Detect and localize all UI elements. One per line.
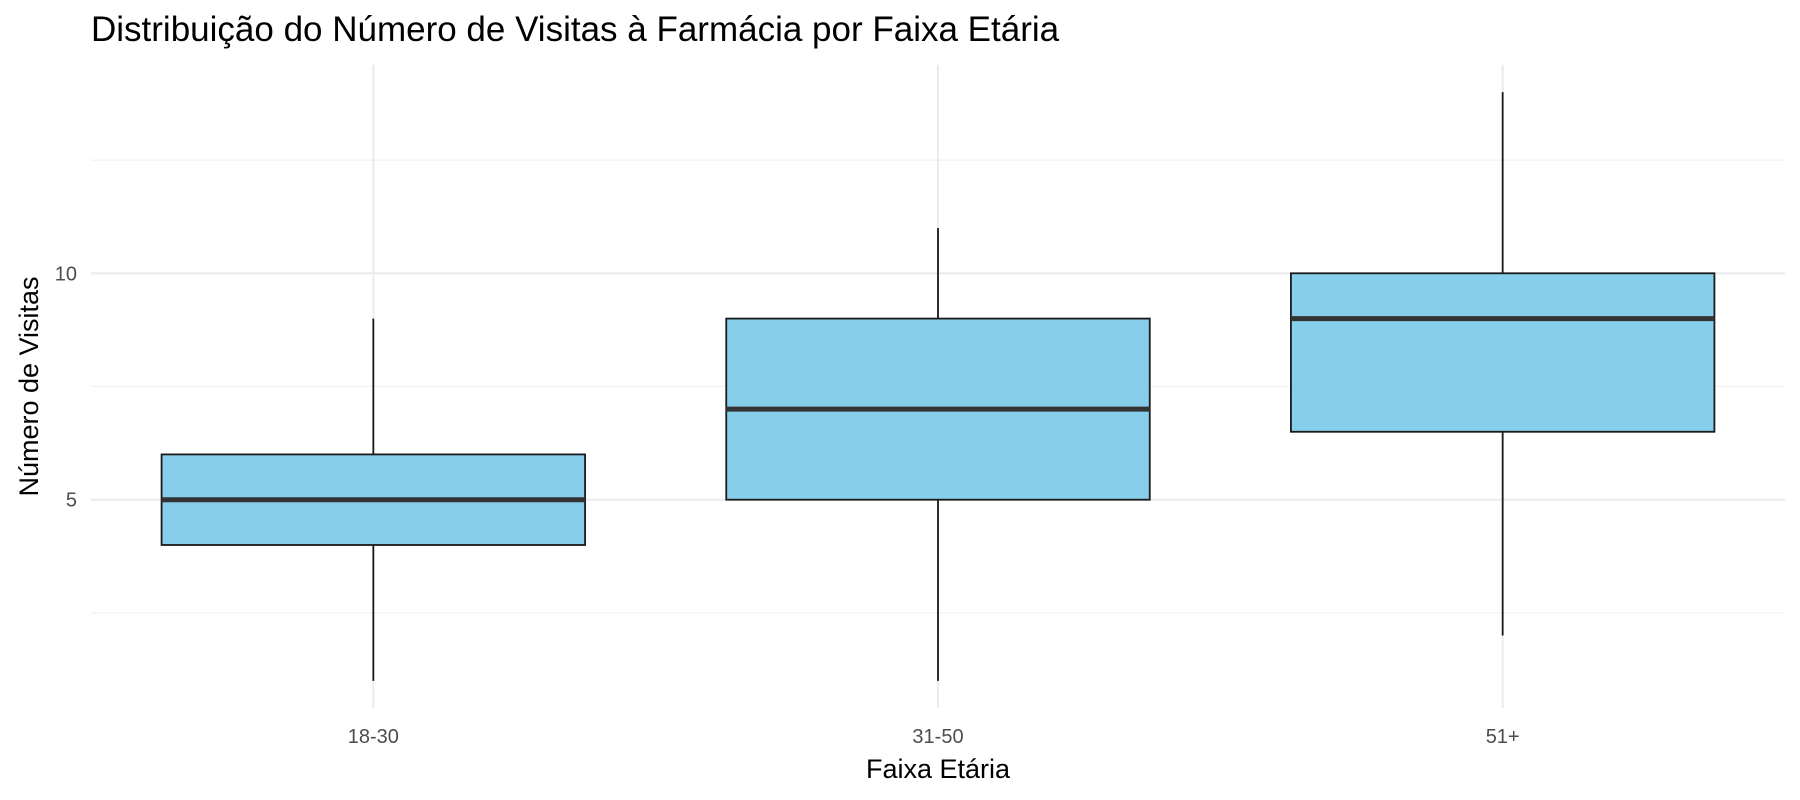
x-tick-label: 31-50 [912,726,963,748]
x-tick-label: 18-30 [348,726,399,748]
y-axis-title: Número de Visitas [14,276,44,496]
y-tick-label: 5 [66,490,77,512]
x-tick-label: 51+ [1486,726,1520,748]
y-tick-label: 10 [55,263,77,285]
x-axis-title: Faixa Etária [866,754,1011,784]
box-51+ [1290,272,1716,433]
chart-title: Distribuição do Número de Visitas à Farm… [91,10,1060,49]
